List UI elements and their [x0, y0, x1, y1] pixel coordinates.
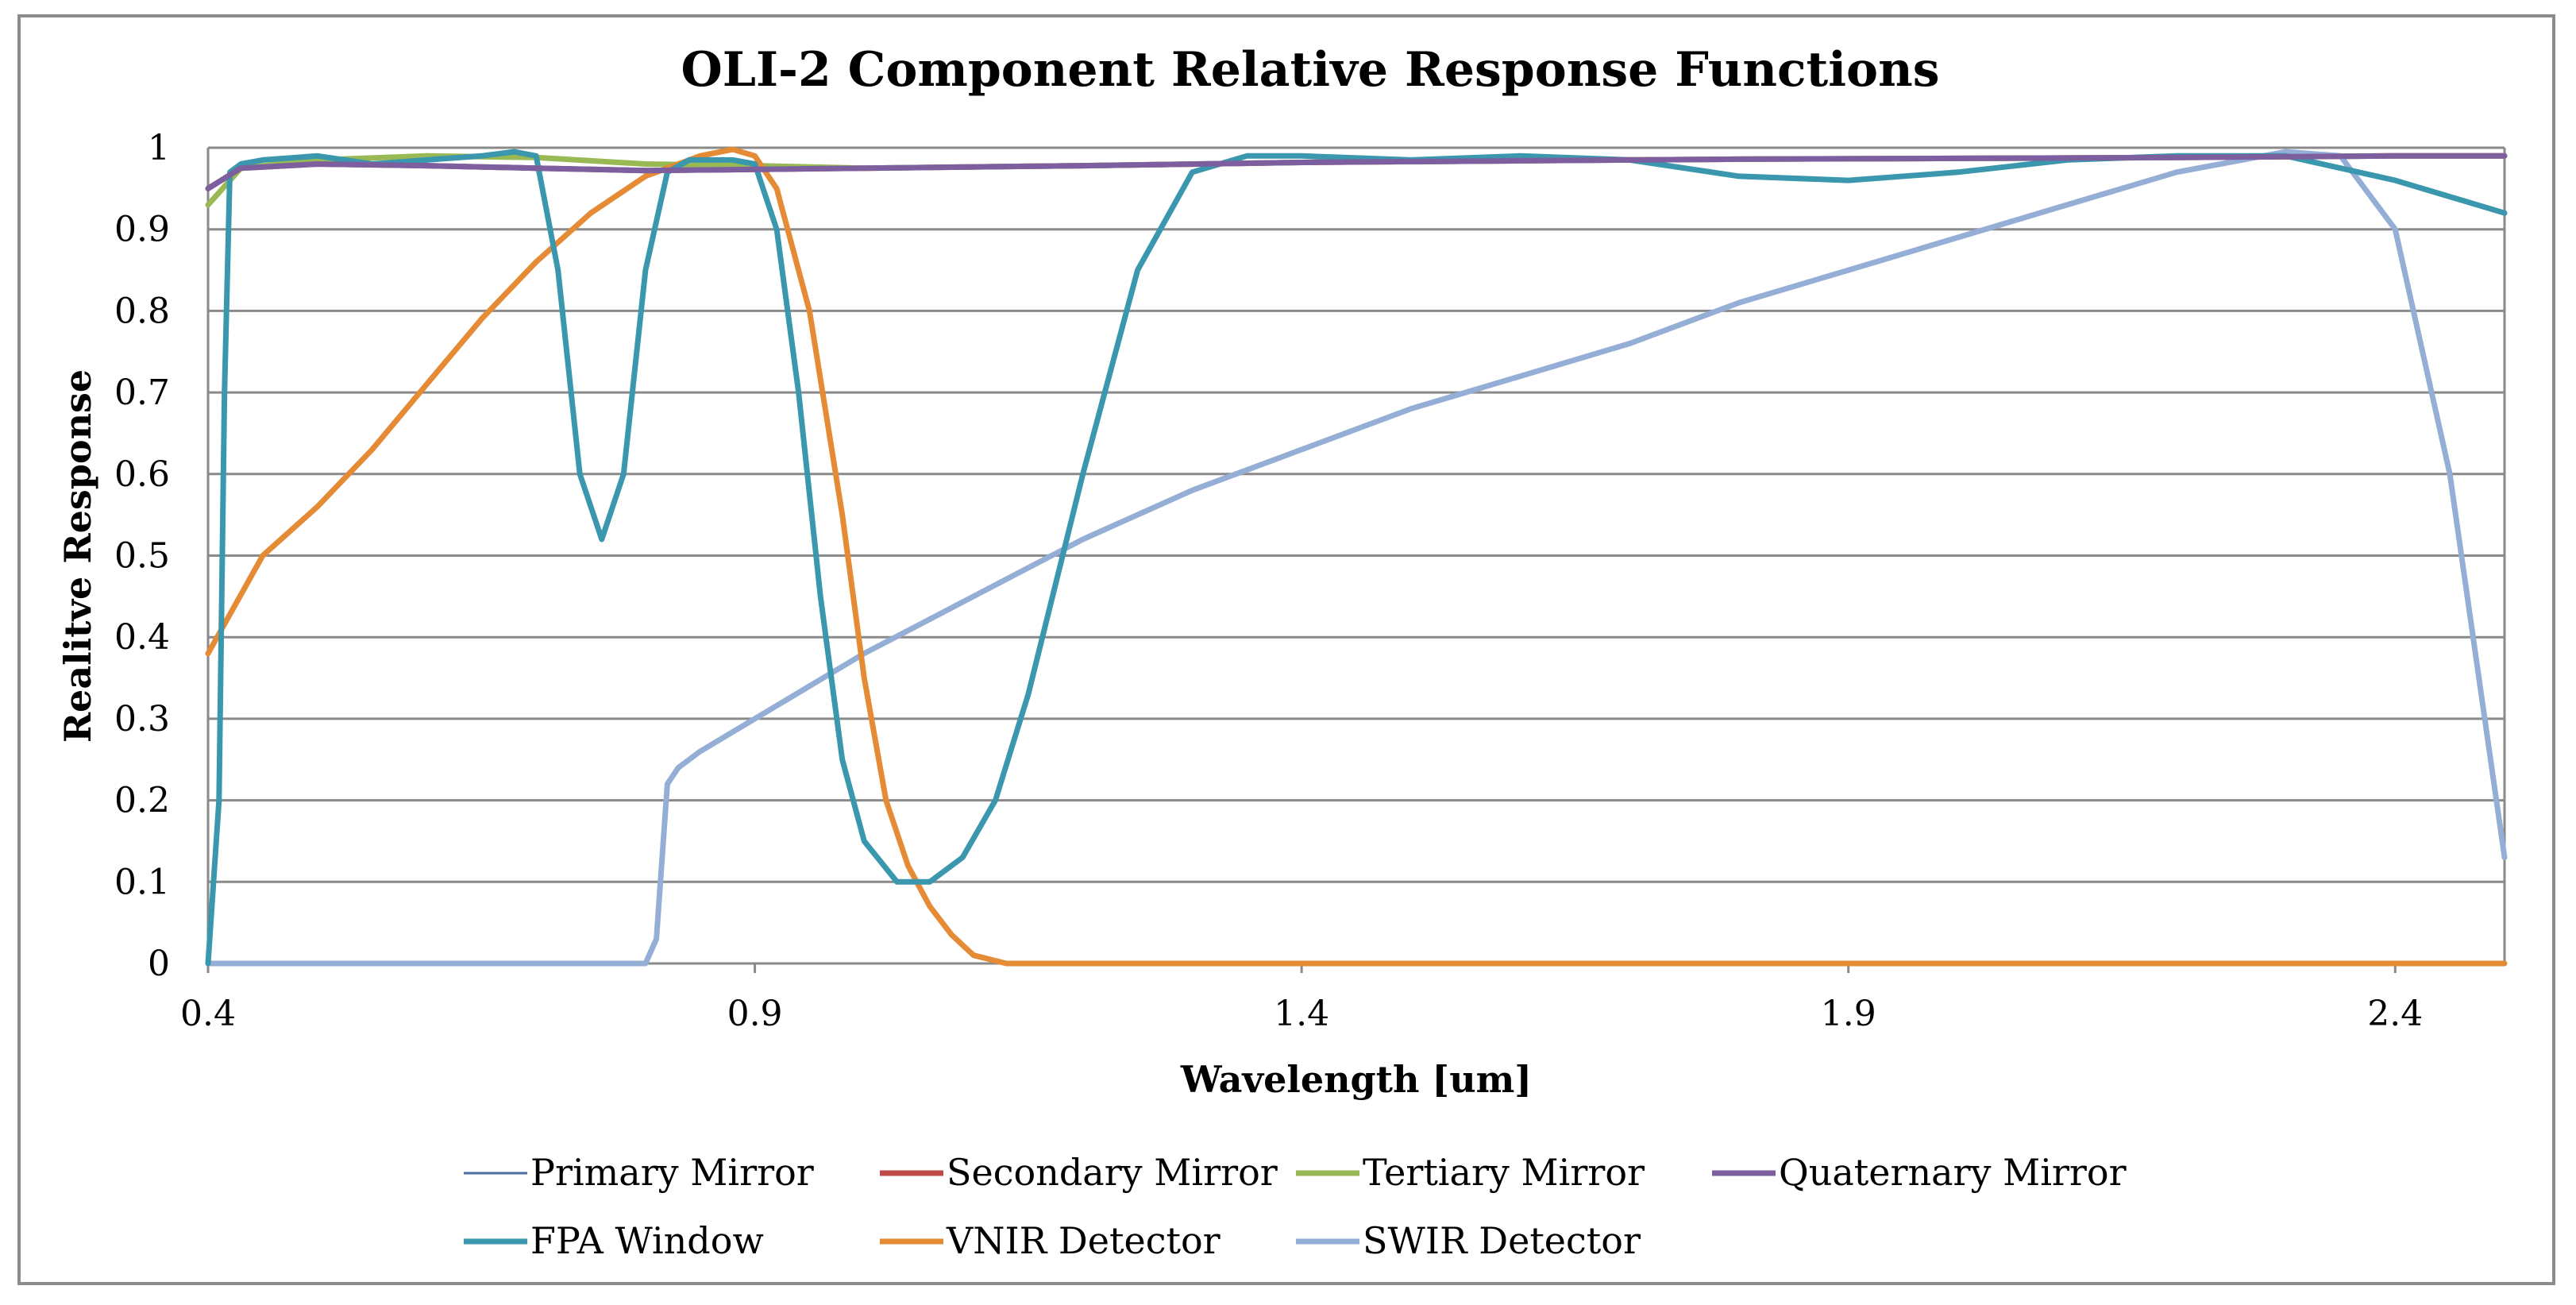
x-tick-label: 1.4	[1274, 994, 1329, 1034]
grid-layer	[206, 146, 2506, 973]
y-axis-label: Realitve Response	[56, 369, 99, 743]
legend-label-fpa-window: FPA Window	[530, 1219, 764, 1262]
legend-label-primary-mirror: Primary Mirror	[530, 1151, 814, 1194]
y-tick-label: 0.9	[114, 210, 170, 250]
x-axis-label: Wavelength [um]	[1180, 1058, 1532, 1101]
legend-label-tertiary-mirror: Tertiary Mirror	[1363, 1151, 1645, 1194]
y-tick-label: 0.4	[114, 617, 170, 658]
series-layer	[205, 146, 2508, 967]
legend: Primary Mirror Secondary Mirror Tertiary M…	[464, 1151, 2127, 1262]
series-line-vnir-detector	[205, 146, 2508, 967]
y-tick-label: 1	[148, 128, 170, 168]
series-line-swir-detector	[205, 149, 2508, 967]
chart-frame	[17, 14, 2555, 1285]
legend-label-vnir-detector: VNIR Detector	[946, 1219, 1221, 1262]
y-tick-label: 0.6	[114, 454, 170, 495]
y-tick-labels: 0 0.1 0.2 0.3 0.4 0.5 0.6 0.7 0.8 0.9 1	[114, 128, 170, 984]
x-tick-label: 0.4	[180, 994, 236, 1034]
y-tick-label: 0.1	[114, 862, 170, 902]
legend-label-secondary-mirror: Secondary Mirror	[947, 1151, 1278, 1194]
y-tick-label: 0.8	[114, 291, 170, 331]
series-line-fpa-window	[205, 149, 2508, 967]
y-tick-label: 0.3	[114, 699, 170, 739]
x-tick-label: 2.4	[2367, 994, 2423, 1034]
y-tick-label: 0.2	[114, 781, 170, 821]
legend-label-swir-detector: SWIR Detector	[1363, 1219, 1641, 1262]
x-tick-labels: 0.4 0.9 1.4 1.9 2.4	[180, 994, 2423, 1034]
legend-label-quaternary-mirror: Quaternary Mirror	[1779, 1151, 2127, 1194]
x-tick-label: 0.9	[727, 994, 783, 1034]
y-tick-label: 0.7	[114, 373, 170, 413]
chart-title: OLI-2 Component Relative Response Functi…	[681, 42, 1940, 98]
y-tick-label: 0.5	[114, 536, 170, 577]
x-tick-label: 1.9	[1821, 994, 1876, 1034]
y-tick-label: 0	[148, 944, 170, 984]
series-line-quaternary-mirror	[205, 153, 2508, 191]
